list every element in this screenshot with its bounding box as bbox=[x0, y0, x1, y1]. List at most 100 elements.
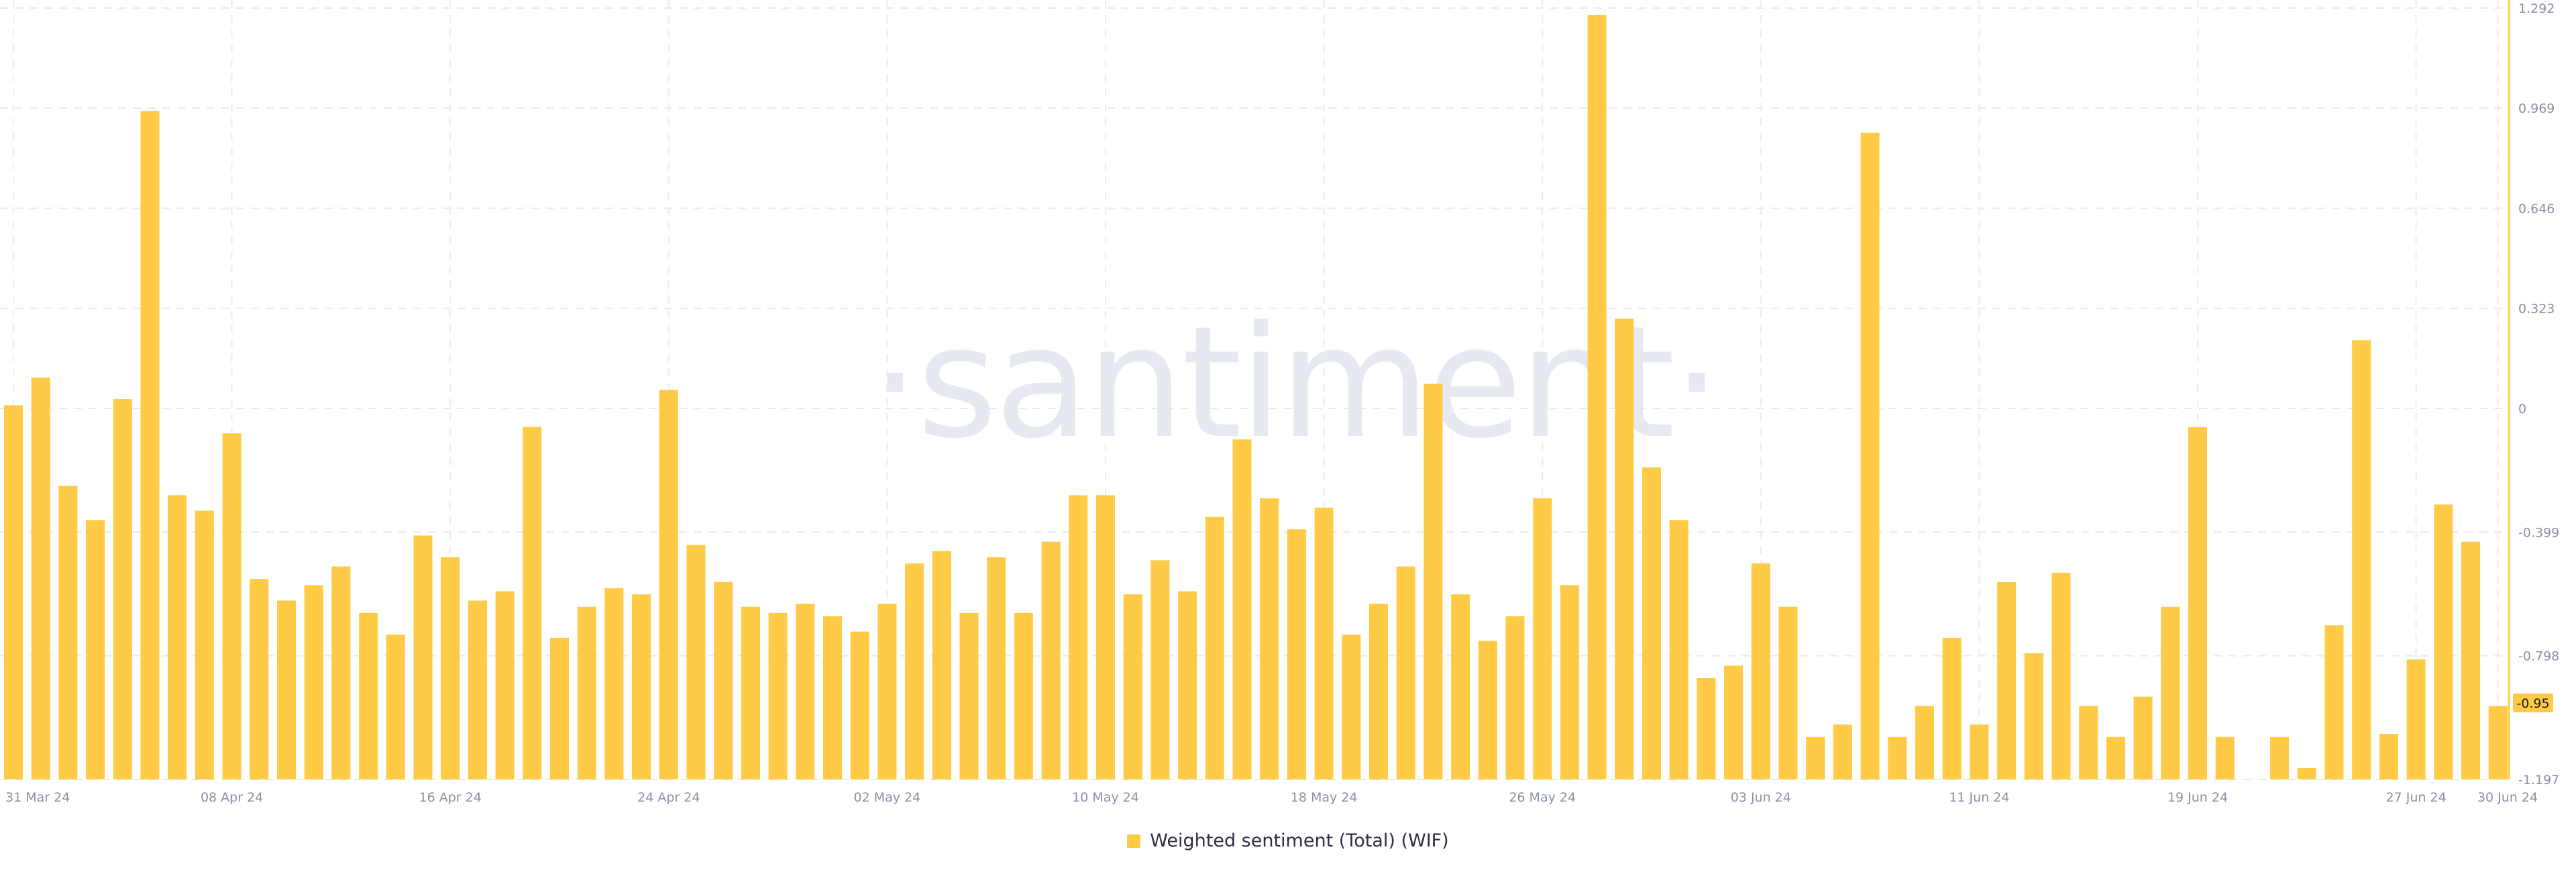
bar bbox=[1178, 591, 1197, 779]
bar bbox=[2133, 696, 2153, 779]
bar bbox=[959, 612, 979, 779]
bar bbox=[1150, 560, 1170, 779]
bar bbox=[331, 566, 351, 779]
y-tick-label: 0.323 bbox=[2518, 302, 2555, 317]
bar bbox=[1232, 439, 1252, 779]
bar bbox=[277, 600, 296, 779]
bar bbox=[1642, 467, 1661, 779]
current-value-label: -0.95 bbox=[2516, 696, 2549, 711]
bar bbox=[1751, 563, 1770, 779]
bar bbox=[1615, 318, 1634, 779]
bar bbox=[1697, 677, 1716, 779]
bar bbox=[86, 520, 105, 779]
y-tick-label: -0.798 bbox=[2518, 649, 2559, 664]
bar bbox=[1014, 612, 1033, 779]
bar bbox=[2270, 737, 2290, 779]
bar bbox=[1587, 15, 1607, 780]
bar bbox=[905, 563, 924, 779]
bar bbox=[850, 631, 869, 779]
x-tick-label: 08 Apr 24 bbox=[201, 790, 263, 805]
bar bbox=[140, 111, 160, 779]
bar bbox=[1069, 495, 1088, 779]
bar bbox=[1342, 635, 1361, 779]
bar bbox=[1260, 498, 1279, 779]
bar bbox=[441, 557, 460, 779]
bar bbox=[2215, 737, 2235, 779]
bar bbox=[468, 600, 487, 779]
bar bbox=[659, 390, 678, 779]
bar bbox=[222, 433, 241, 779]
bar bbox=[1533, 498, 1552, 779]
bar bbox=[686, 545, 706, 779]
x-tick-label: 16 Apr 24 bbox=[419, 790, 482, 805]
x-tick-label: 19 Jun 24 bbox=[2167, 790, 2228, 805]
bar bbox=[1287, 529, 1306, 779]
bar bbox=[741, 606, 760, 779]
bar bbox=[359, 612, 378, 779]
bar bbox=[195, 510, 214, 779]
bar bbox=[1424, 383, 1443, 779]
bar bbox=[113, 399, 132, 779]
bar bbox=[413, 535, 433, 779]
legend[interactable]: Weighted sentiment (Total) (WIF) bbox=[0, 830, 2576, 851]
bar bbox=[796, 604, 815, 779]
bar bbox=[2106, 737, 2125, 779]
bar bbox=[823, 616, 842, 779]
y-tick-label: -1.197 bbox=[2518, 773, 2559, 787]
bar bbox=[1123, 594, 1142, 779]
bars bbox=[4, 15, 2508, 780]
bar bbox=[2161, 606, 2180, 779]
x-tick-label: 03 Jun 24 bbox=[1731, 790, 1791, 805]
bar bbox=[1669, 520, 1688, 779]
bar bbox=[1942, 637, 1962, 779]
bar bbox=[2188, 427, 2207, 779]
y-tick-label: 1.292 bbox=[2518, 1, 2555, 16]
bar bbox=[2297, 767, 2316, 779]
legend-label: Weighted sentiment (Total) (WIF) bbox=[1150, 830, 1449, 851]
bar bbox=[1478, 641, 1497, 779]
bar bbox=[714, 582, 733, 779]
bar bbox=[4, 405, 23, 779]
x-tick-label: 02 May 24 bbox=[854, 790, 921, 805]
bar bbox=[577, 606, 596, 779]
y-tick-label: 0.969 bbox=[2518, 101, 2555, 116]
x-tick-label: 18 May 24 bbox=[1291, 790, 1358, 805]
bar bbox=[1915, 706, 1934, 779]
bar bbox=[1860, 132, 1880, 779]
x-tick-label: 31 Mar 24 bbox=[5, 790, 70, 805]
bar bbox=[495, 591, 515, 779]
bar bbox=[1096, 495, 1115, 779]
bar bbox=[1451, 594, 1470, 779]
bar bbox=[877, 604, 897, 779]
x-tick-label: 10 May 24 bbox=[1072, 790, 1139, 805]
bar bbox=[2324, 625, 2344, 779]
y-tick-label: -0.399 bbox=[2518, 525, 2559, 540]
bar bbox=[1314, 507, 1334, 779]
bar bbox=[1806, 737, 1825, 779]
bar bbox=[386, 635, 405, 779]
x-tick-label: 27 Jun 24 bbox=[2386, 790, 2447, 805]
santiment-watermark: ·santiment· bbox=[871, 294, 1719, 473]
bar bbox=[2461, 541, 2480, 779]
bar bbox=[932, 551, 951, 779]
bar bbox=[2024, 653, 2043, 779]
bar bbox=[2434, 504, 2453, 779]
bar bbox=[2488, 706, 2508, 779]
bar bbox=[1369, 604, 1388, 779]
bar bbox=[1396, 566, 1415, 779]
bar bbox=[2406, 659, 2426, 779]
x-tick-label: 24 Apr 24 bbox=[637, 790, 700, 805]
bar bbox=[987, 557, 1006, 779]
x-tick-label: 11 Jun 24 bbox=[1949, 790, 2009, 805]
y-axis-ticks: 1.292 0.969 0.646 0.323 0 -0.399 -0.798 -1.197 bbox=[2518, 1, 2559, 787]
bar bbox=[2352, 340, 2371, 779]
bar bbox=[1833, 724, 1852, 779]
bar bbox=[1041, 541, 1061, 779]
bar bbox=[604, 588, 624, 779]
bar bbox=[1970, 724, 1989, 779]
current-value-tag: -0.95 bbox=[2513, 693, 2553, 712]
bar bbox=[550, 637, 569, 779]
y-tick-label: 0.646 bbox=[2518, 201, 2555, 216]
bar bbox=[1888, 737, 1907, 779]
